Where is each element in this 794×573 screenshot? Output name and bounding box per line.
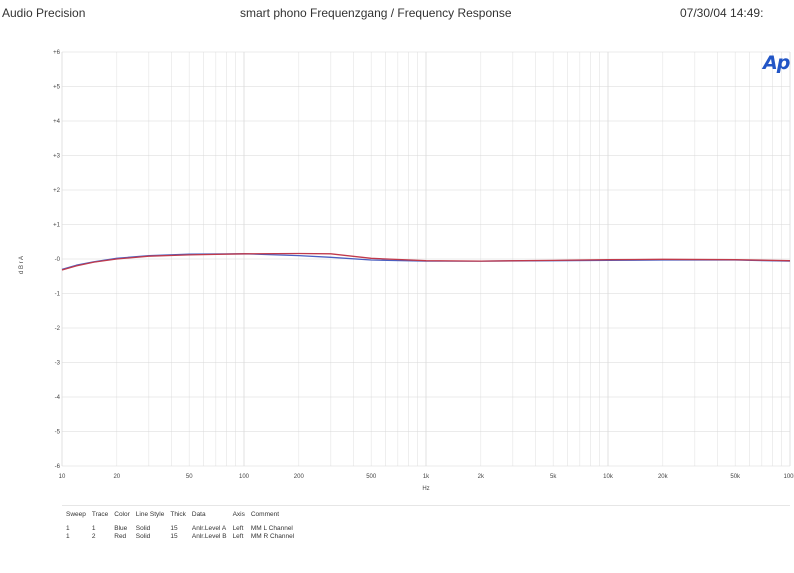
y-tick-label: +3 [53,154,61,160]
x-axis-ticks: 10 20 50 100 200 500 1k 2k 5k 10k 20k 50k 100k [59,474,794,480]
y-tick-label: +1 [53,223,61,229]
legend-header-cell: Comment [250,511,280,518]
y-tick-label: +5 [53,85,61,91]
legend-cell: Anlr.Level B [191,533,227,540]
y-tick-label: -4 [55,395,61,401]
legend-cell: MM L Channel [250,525,293,532]
legend-cell: Solid [135,525,151,532]
x-tick-label: 10k [603,474,614,480]
frequency-response-chart: +6 +5 +4 +3 +2 +1 -0 -1 -2 -3 -4 -5 -6 10 20 50 100 200 5… [19,50,794,492]
x-tick-label: 2k [478,474,485,480]
chart-title: smart phono Frequenzgang / Frequency Res… [240,6,512,20]
y-tick-label: -6 [55,464,61,470]
legend-cell: Blue [114,525,128,532]
legend-cell: Left [232,533,244,540]
legend-row: 1 1 Blue Solid 15 Anlr.Level A Left MM L Channe… [66,525,300,533]
legend-cell: 1 [66,533,70,540]
y-axis-label: d B r A [19,256,25,274]
legend-cell: 2 [91,533,96,540]
y-axis-ticks: +6 +5 +4 +3 +2 +1 -0 -1 -2 -3 -4 -5 -6 [53,50,61,470]
header-app-name: Audio Precision [2,6,86,20]
x-tick-label: 1k [423,474,430,480]
x-tick-label: 200 [294,474,305,480]
y-tick-label: -3 [55,361,61,367]
legend-header-cell: Data [191,511,206,518]
x-tick-label: 10 [59,474,66,480]
x-tick-label: 500 [366,474,377,480]
x-tick-label: 20 [113,474,120,480]
legend-cell: 15 [170,533,178,540]
legend-header-cell: Trace [91,511,109,518]
y-tick-label: +2 [53,188,61,194]
y-tick-label: +4 [53,119,61,125]
legend-cell: 1 [91,525,96,532]
chart-series [61,252,791,271]
x-tick-label: 50k [730,474,741,480]
legend-cell: Left [232,525,244,532]
y-tick-label: -2 [55,326,61,332]
x-tick-label: 20k [658,474,669,480]
x-tick-label: 50 [186,474,193,480]
legend-header-cell: Thick [170,511,186,518]
y-tick-label: -0 [55,257,61,263]
x-tick-label: 5k [550,474,557,480]
legend-cell: MM R Channel [250,533,295,540]
legend-header-cell: Axis [232,511,245,518]
legend-header-cell: Sweep [66,511,86,518]
legend-header-row: Sweep Trace Color Line Style Thick Data Axis Co… [66,511,300,525]
series-line-2 [61,252,791,271]
ap-logo: Ap [763,52,790,74]
legend-cell: Red [114,533,127,540]
chart-grid [61,51,791,467]
legend-cell: Solid [135,533,151,540]
x-tick-label: 100k [783,474,794,480]
legend-cell: 1 [66,525,70,532]
legend-cell: Anlr.Level A [191,525,227,532]
legend-cell: 15 [170,525,178,532]
trace-legend-table: Sweep Trace Color Line Style Thick Data Axis Co… [62,505,790,568]
legend-header-cell: Line Style [135,511,165,518]
y-tick-label: -5 [55,430,61,436]
legend-row: 1 2 Red Solid 15 Anlr.Level B Left MM R Channel [66,533,300,541]
y-tick-label: +6 [53,50,61,56]
x-tick-label: 100 [239,474,250,480]
legend-header-cell: Color [114,511,130,518]
header-datetime: 07/30/04 14:49: [680,6,764,20]
x-axis-label: Hz [422,486,429,492]
y-tick-label: -1 [55,292,61,298]
